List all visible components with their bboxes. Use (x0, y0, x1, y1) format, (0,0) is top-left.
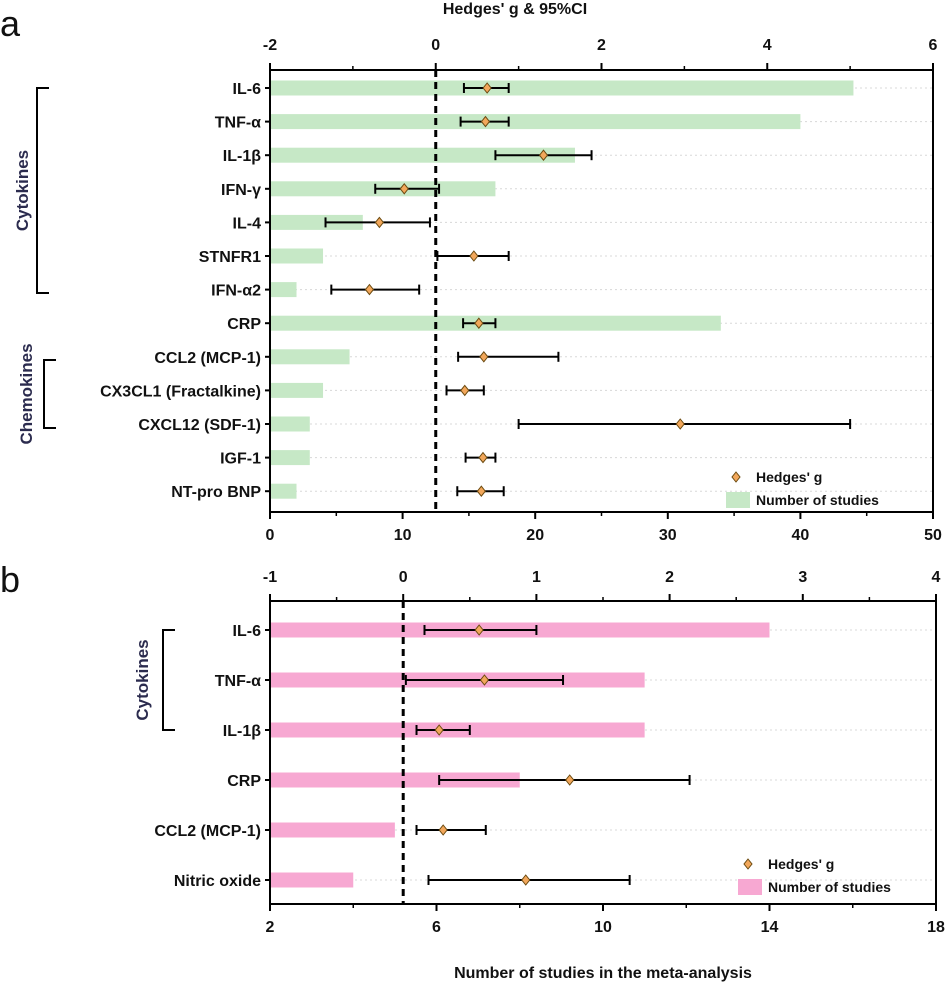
plot-frame (269, 600, 937, 905)
hedges-g-marker (434, 724, 444, 736)
category-label: IL-6 (233, 81, 262, 98)
category-label: CX3CL1 (Fractalkine) (100, 383, 261, 400)
bottom-tick-label: 10 (594, 919, 612, 936)
top-tick-label: 3 (798, 569, 807, 586)
legend-label-studies: Number of studies (768, 879, 891, 895)
hedges-g-marker (460, 384, 470, 397)
hedges-g-marker (538, 149, 549, 162)
bottom-tick-label: 10 (394, 527, 412, 544)
study-count-bar (270, 772, 520, 788)
hedges-g-marker (474, 624, 484, 636)
study-count-bar (270, 822, 395, 838)
hedges-g-marker (565, 774, 575, 786)
top-tick-label: 0 (431, 37, 440, 54)
category-label: TNF-α (215, 115, 261, 132)
hedges-g-marker (374, 216, 385, 229)
hedges-g-marker (364, 283, 375, 296)
category-label: STNFR1 (199, 249, 261, 266)
study-count-bar (270, 872, 354, 888)
panel-letter: a (0, 3, 21, 44)
category-label: CCL2 (MCP-1) (154, 823, 261, 840)
bottom-tick-label: 40 (792, 527, 810, 544)
bottom-tick-label: 0 (266, 527, 275, 544)
bottom-tick-label: 20 (526, 527, 544, 544)
group-bracket (162, 629, 175, 731)
group-label: Cytokines (13, 150, 32, 231)
bottom-tick-label: 2 (266, 919, 275, 936)
bottom-tick-label: 14 (761, 919, 779, 936)
category-label: CXCL12 (SDF-1) (138, 417, 261, 434)
bottom-tick-label: 18 (927, 919, 945, 936)
study-count-bar (270, 450, 310, 466)
hedges-g-marker (479, 350, 489, 363)
hedges-g-marker (480, 115, 491, 128)
top-tick-label: 4 (763, 37, 772, 54)
bottom-axis-title: Number of studies in the meta-analysis (454, 965, 752, 982)
hedges-g-marker (479, 674, 490, 686)
study-count-bar (270, 147, 575, 163)
study-count-bar (270, 248, 324, 264)
top-tick-label: 2 (597, 37, 606, 54)
bottom-tick-label: 6 (432, 919, 441, 936)
hedges-g-marker (482, 82, 492, 94)
bottom-tick-label: 30 (659, 527, 677, 544)
study-count-bar (270, 282, 297, 298)
legend-bar-swatch (726, 492, 750, 508)
study-count-bar (270, 114, 801, 130)
top-tick-label: 6 (929, 37, 938, 54)
category-label: IL-1β (223, 723, 261, 740)
legend-label-hedges: Hedges' g (768, 856, 834, 872)
legend-label-studies: Number of studies (756, 492, 879, 508)
category-label: IL-4 (233, 215, 262, 232)
study-count-bar (270, 382, 324, 398)
category-label: CRP (227, 316, 261, 333)
hedges-g-marker (675, 418, 685, 430)
top-tick-label: 1 (532, 569, 541, 586)
top-axis-title: Hedges' g & 95%CI (443, 1, 587, 18)
study-count-bar (270, 416, 310, 432)
legend-diamond-icon (743, 858, 753, 870)
top-tick-label: 0 (399, 569, 408, 586)
category-label: Nitric oxide (174, 873, 261, 890)
category-label: IFN-α2 (211, 283, 261, 300)
category-label: IL-6 (233, 623, 262, 640)
hedges-g-marker (399, 182, 409, 195)
category-label: CRP (227, 773, 261, 790)
hedges-g-marker (469, 250, 479, 262)
study-count-bar (270, 483, 297, 499)
bottom-tick-label: 50 (924, 527, 942, 544)
group-label: Chemokines (17, 343, 36, 444)
top-tick-label: -2 (263, 37, 277, 54)
panel-letter: b (0, 559, 20, 600)
legend-label-hedges: Hedges' g (756, 469, 822, 485)
top-tick-label: 2 (665, 569, 674, 586)
study-count-bar (270, 349, 350, 365)
legend-diamond-icon (731, 471, 741, 483)
hedges-g-marker (476, 485, 486, 498)
top-tick-label: 4 (932, 569, 941, 586)
study-count-bar (270, 214, 363, 230)
category-label: IFN-γ (221, 182, 261, 199)
legend-bar-swatch (738, 879, 762, 895)
category-label: TNF-α (215, 673, 261, 690)
hedges-g-marker (474, 317, 484, 330)
category-label: CCL2 (MCP-1) (154, 350, 261, 367)
category-label: IGF-1 (220, 451, 261, 468)
hedges-g-marker (438, 824, 448, 836)
category-label: IL-1β (223, 148, 261, 165)
group-label: Cytokines (133, 639, 152, 720)
group-bracket (36, 87, 49, 294)
hedges-g-marker (478, 451, 488, 464)
study-count-bar (270, 80, 854, 96)
group-bracket (43, 359, 56, 429)
category-label: NT-pro BNP (171, 484, 261, 501)
top-tick-label: -1 (263, 569, 277, 586)
hedges-g-marker (521, 874, 531, 886)
